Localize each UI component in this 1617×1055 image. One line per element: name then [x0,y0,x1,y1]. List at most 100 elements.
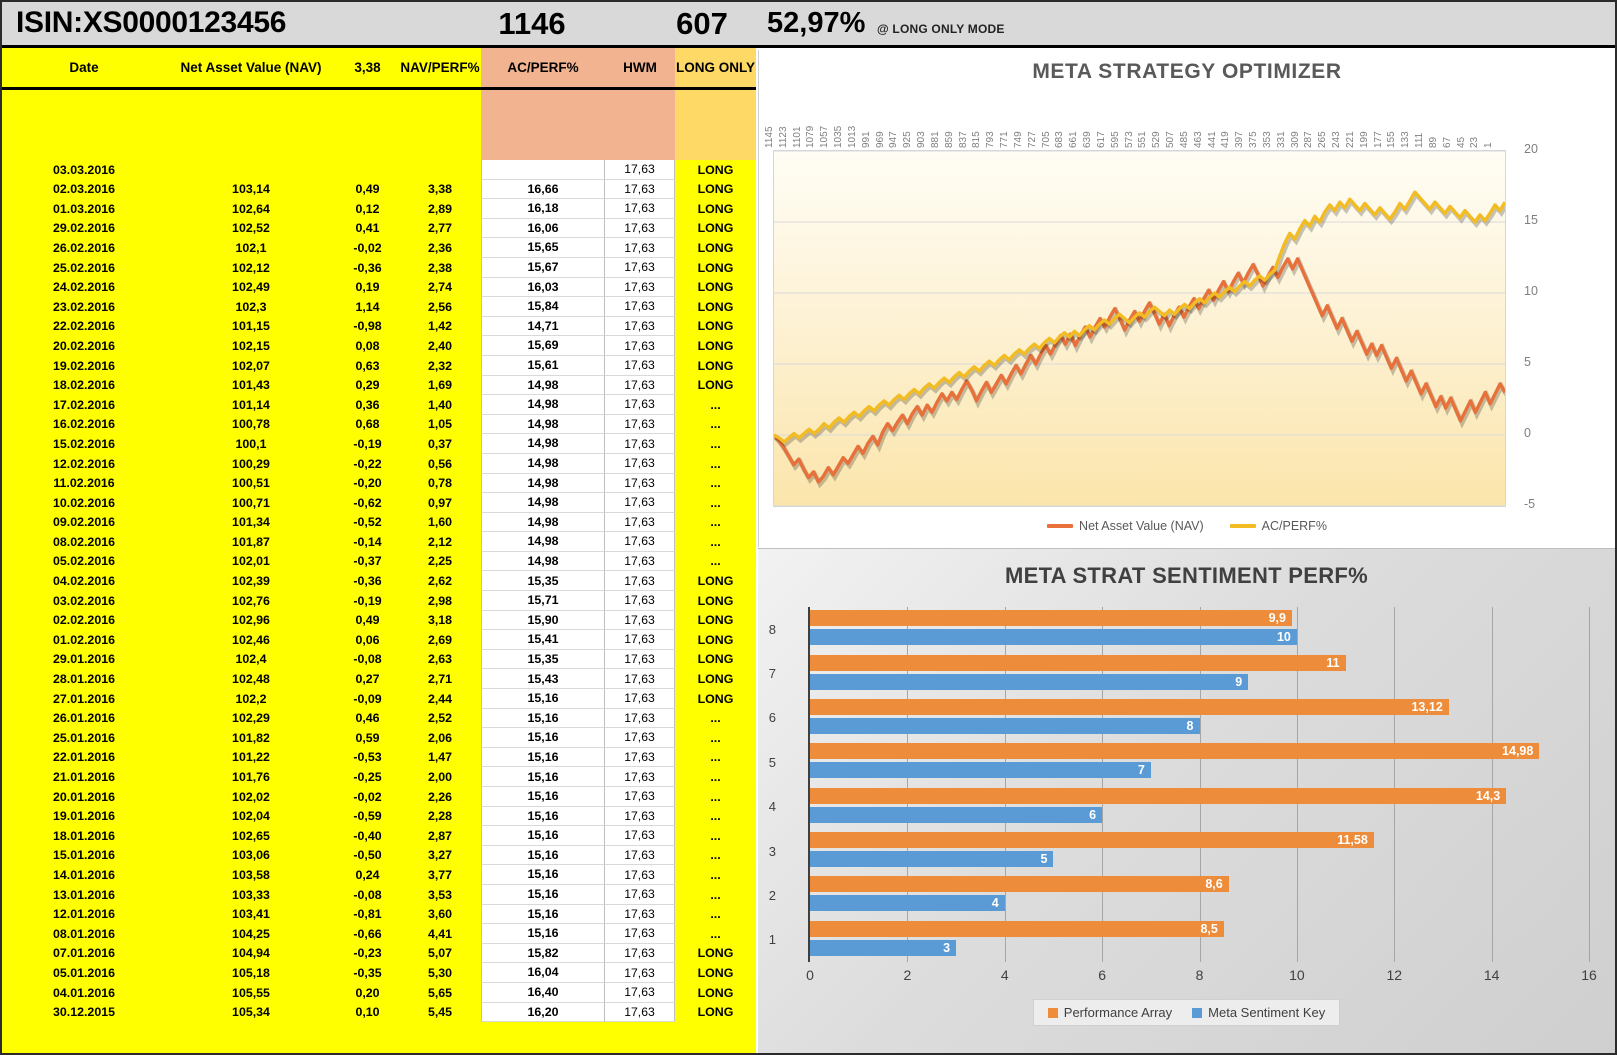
table-row[interactable]: 20.02.2016 102,15 0,08 2,40 15,69 17,63 LONG [2,336,756,356]
cell-nav: 101,14 [166,395,336,415]
meta-sentiment-key-bar[interactable]: 3 [810,939,957,956]
table-row[interactable]: 26.01.2016 102,29 0,46 2,52 15,16 17,63... [2,708,756,729]
meta-sentiment-key-bar[interactable]: 6 [810,806,1103,823]
table-row[interactable]: 21.01.2016 101,76 -0,25 2,00 15,16 17,63... [2,767,756,787]
cell-acperf: 15,16 [481,865,605,885]
line-chart-x-tick: 353 [1261,131,1273,148]
table-row[interactable]: 27.01.2016 102,2 -0,09 2,44 15,16 17,63 LONG [2,689,756,709]
line-chart-x-tick: 287 [1303,131,1315,148]
table-row[interactable]: 23.02.2016 102,3 1,14 2,56 15,84 17,63 LONG [2,297,756,317]
table-row[interactable]: 04.02.2016 102,39 -0,36 2,62 15,35 17,63 LONG [2,571,756,592]
cell-navperf: 2,26 [399,787,481,807]
meta-sentiment-key-bar[interactable]: 10 [810,629,1297,646]
legend-label: Net Asset Value (NAV) [1079,519,1204,533]
table-row[interactable]: 24.02.2016 102,49 0,19 2,74 16,03 17,63 LONG [2,277,756,298]
table-row[interactable]: 07.01.2016 104,94 -0,23 5,07 15,82 17,63 LONG [2,943,756,964]
column-header-delta[interactable]: 3,38 [336,48,399,87]
table-row[interactable]: 22.02.2016 101,15 -0,98 1,42 14,71 17,63 LONG [2,316,756,337]
cell-delta: -0,22 [336,453,399,474]
cell-delta: 0,19 [336,277,399,298]
table-row[interactable]: 29.01.2016 102,4 -0,08 2,63 15,35 17,63 LONG [2,649,756,670]
bar-value-label: 11,58 [1337,833,1368,848]
table-row[interactable]: 22.01.2016 101,22 -0,53 1,47 15,16 17,63... [2,747,756,768]
line-chart-x-tick: 1035 [833,125,845,148]
table-row[interactable]: 16.02.2016 100,78 0,68 1,05 14,98 17,63... [2,414,756,435]
table-row[interactable]: 12.02.2016 100,29 -0,22 0,56 14,98 17,63... [2,453,756,474]
table-row[interactable]: 26.02.2016 102,1 -0,02 2,36 15,65 17,63 LONG [2,238,756,258]
meta-sentiment-key-bar[interactable]: 5 [810,851,1054,868]
table-row[interactable]: 03.02.2016 102,76 -0,19 2,98 15,71 17,63 LONG [2,591,756,611]
cell-nav: 103,58 [166,865,336,885]
column-header-navperf[interactable]: NAV/PERF% [399,48,481,87]
cell-longonly: LONG [675,375,756,396]
cell-delta: 0,46 [336,708,399,729]
column-header-acperf[interactable]: AC/PERF% [481,48,605,87]
line-chart-y-tick: 10 [1524,284,1538,298]
column-header-hwm[interactable]: HWM [605,48,675,87]
table-row[interactable]: 02.02.2016 102,96 0,49 3,18 15,90 17,63 LONG [2,610,756,631]
performance-array-bar[interactable]: 13,12 [810,698,1449,715]
meta-sentiment-key-bar[interactable]: 4 [810,895,1005,912]
bar-chart-legend-item[interactable]: Meta Sentiment Key [1192,1005,1325,1020]
performance-array-bar[interactable]: 9,9 [810,610,1292,627]
header-bar: ISIN:XS0000123456 1146 607 52,97% @ LONG… [2,2,1615,48]
cell-hwm: 17,63 [605,649,675,670]
meta-sentiment-key-bar[interactable]: 9 [810,673,1249,690]
table-row[interactable]: 28.01.2016 102,48 0,27 2,71 15,43 17,63 LONG [2,669,756,690]
table-row[interactable]: 04.01.2016 105,55 0,20 5,65 16,40 17,63 LONG [2,982,756,1003]
table-row[interactable]: 08.01.2016 104,25 -0,66 4,41 15,16 17,63... [2,924,756,944]
table-row[interactable]: 19.01.2016 102,04 -0,59 2,28 15,16 17,63... [2,806,756,827]
table-body: 03.03.2016 17,63 LONG 02.03.2016 103,14 0,49 3… [2,160,756,1023]
table-row[interactable]: 29.02.2016 102,52 0,41 2,77 16,06 17,63 LONG [2,218,756,239]
cell-longonly: ... [675,747,756,768]
cell-acperf: 14,98 [481,551,605,572]
table-row[interactable]: 10.02.2016 100,71 -0,62 0,97 14,98 17,63... [2,493,756,513]
cell-longonly: ... [675,728,756,748]
performance-array-bar[interactable]: 8,6 [810,876,1229,893]
table-row[interactable]: 15.02.2016 100,1 -0,19 0,37 14,98 17,63... [2,434,756,454]
table-row[interactable]: 17.02.2016 101,14 0,36 1,40 14,98 17,63... [2,395,756,415]
table-row[interactable]: 20.01.2016 102,02 -0,02 2,26 15,16 17,63... [2,787,756,807]
table-row[interactable]: 09.02.2016 101,34 -0,52 1,60 14,98 17,63... [2,512,756,533]
column-header-date[interactable]: Date [2,48,166,87]
performance-array-bar[interactable]: 14,3 [810,787,1507,804]
meta-sentiment-key-bar[interactable]: 7 [810,762,1151,779]
table-row[interactable]: 01.02.2016 102,46 0,06 2,69 15,41 17,63 LONG [2,630,756,650]
cell-acperf: 15,41 [481,630,605,650]
bar-chart-legend-item[interactable]: Performance Array [1047,1005,1172,1020]
table-row[interactable]: 18.02.2016 101,43 0,29 1,69 14,98 17,63 LONG [2,375,756,396]
table-row[interactable]: 15.01.2016 103,06 -0,50 3,27 15,16 17,63... [2,845,756,866]
table-row[interactable]: 30.12.2015 105,34 0,10 5,45 16,20 17,63 LONG [2,1002,756,1023]
cell-delta: -0,25 [336,767,399,787]
table-row[interactable]: 25.01.2016 101,82 0,59 2,06 15,16 17,63... [2,728,756,748]
line-chart-legend-item[interactable]: AC/PERF% [1229,519,1327,533]
table-row[interactable]: 18.01.2016 102,65 -0,40 2,87 15,16 17,63... [2,826,756,846]
cell-navperf: 0,97 [399,493,481,513]
column-header-longonly[interactable]: LONG ONLY [675,48,756,87]
cell-nav: 102,02 [166,787,336,807]
cell-acperf: 14,98 [481,473,605,494]
table-row[interactable]: 14.01.2016 103,58 0,24 3,77 15,16 17,63... [2,865,756,885]
table-row[interactable]: 05.02.2016 102,01 -0,37 2,25 14,98 17,63... [2,551,756,572]
performance-array-bar[interactable]: 14,98 [810,743,1540,760]
table-row[interactable]: 05.01.2016 105,18 -0,35 5,30 16,04 17,63 LONG [2,963,756,983]
table-row[interactable]: 12.01.2016 103,41 -0,81 3,60 15,16 17,63... [2,904,756,925]
cell-navperf: 2,40 [399,336,481,356]
meta-sentiment-key-bar[interactable]: 8 [810,717,1200,734]
performance-array-bar[interactable]: 8,5 [810,920,1224,937]
table-row[interactable]: 08.02.2016 101,87 -0,14 2,12 14,98 17,63... [2,532,756,552]
table-row[interactable]: 11.02.2016 100,51 -0,20 0,78 14,98 17,63... [2,473,756,494]
cell-nav: 102,65 [166,826,336,846]
line-chart-legend-item[interactable]: Net Asset Value (NAV) [1047,519,1204,533]
column-header-nav[interactable]: Net Asset Value (NAV) [166,48,336,87]
table-row[interactable]: 19.02.2016 102,07 0,63 2,32 15,61 17,63 LONG [2,355,756,376]
table-row[interactable]: 25.02.2016 102,12 -0,36 2,38 15,67 17,63 LONG [2,257,756,278]
performance-array-bar[interactable]: 11 [810,654,1346,671]
table-row[interactable]: 02.03.2016 103,14 0,49 3,38 16,66 17,63 LONG [2,179,756,200]
table-row[interactable]: 13.01.2016 103,33 -0,08 3,53 15,16 17,63... [2,884,756,905]
cell-delta: -0,59 [336,806,399,827]
table-row[interactable]: 01.03.2016 102,64 0,12 2,89 16,18 17,63 LONG [2,199,756,219]
cell-navperf: 1,40 [399,395,481,415]
table-row[interactable]: 03.03.2016 17,63 LONG [2,160,756,180]
performance-array-bar[interactable]: 11,58 [810,832,1374,849]
